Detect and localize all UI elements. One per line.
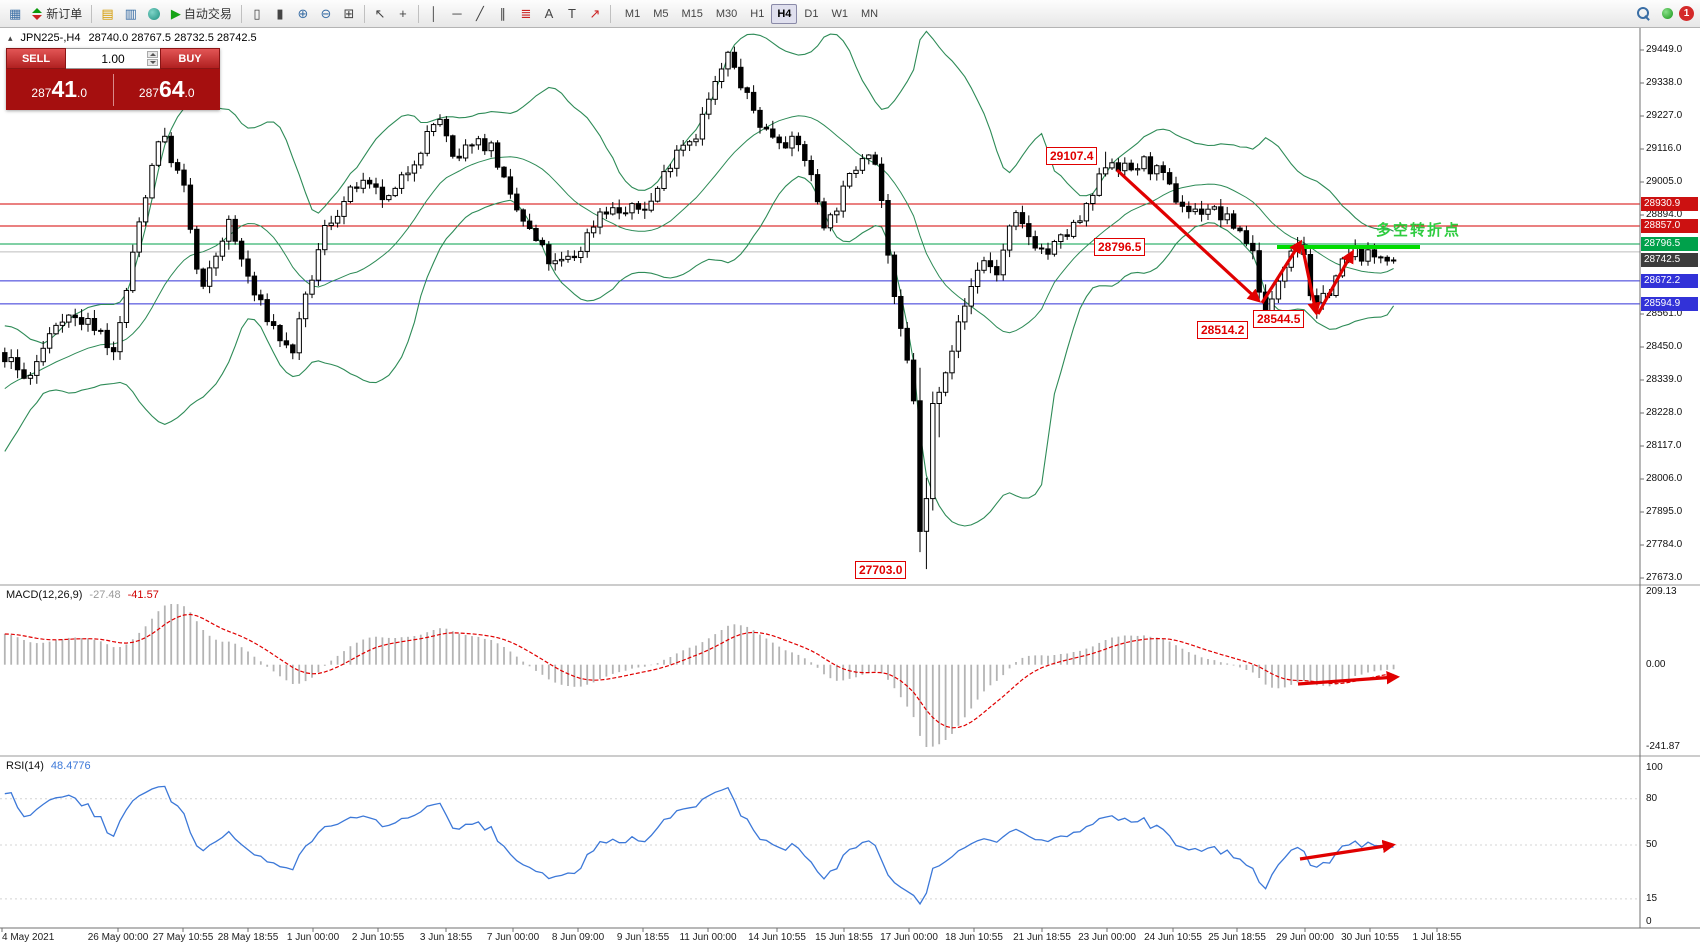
channel-tool-button[interactable]: ∥ [492, 3, 514, 25]
sell-price[interactable]: 28741.0 [31, 76, 88, 102]
buy-price[interactable]: 28764.0 [138, 76, 195, 102]
rsi-label: RSI(14) 48.4776 [6, 760, 91, 772]
bar-chart-icon: ▯ [253, 6, 261, 21]
market-watch-button[interactable]: ▥ [120, 3, 142, 25]
timeframe-w1-button[interactable]: W1 [831, 7, 848, 20]
toolbar-separator [240, 4, 242, 23]
zoom-out-button[interactable]: ⊖ [315, 3, 337, 25]
buy-button[interactable]: BUY [160, 48, 220, 69]
trade-panel-controls: SELL 1.00 BUY [6, 48, 220, 69]
new-order-button[interactable]: 新订单 [27, 3, 87, 25]
fibonacci-icon: ≣ [520, 6, 532, 21]
symbol-ohlc: 28740.0 28767.5 28732.5 28742.5 [88, 32, 257, 44]
new-order-icon [32, 7, 43, 20]
horizontal-line-icon: ─ [452, 6, 462, 21]
toolbar-separator [417, 4, 419, 23]
zoom-in-button[interactable]: ⊕ [292, 3, 314, 25]
symbol-header: ▴ JPN225-,H4 28740.0 28767.5 28732.5 287… [8, 32, 257, 44]
connection-status-icon [1662, 8, 1673, 19]
price-divider [112, 73, 114, 106]
timeframe-d1-button[interactable]: D1 [804, 7, 819, 20]
auto-trading-label: 自动交易 [183, 7, 232, 21]
vertical-line-icon: │ [429, 6, 438, 21]
profiles-icon: ▤ [101, 6, 114, 21]
label-tool-icon: T [567, 6, 576, 21]
search-icon [1637, 6, 1651, 21]
chart-symbol-icon: ▴ [8, 32, 13, 43]
macd-value: -27.48 [89, 589, 121, 601]
macd-label: MACD(12,26,9) -27.48 -41.57 [6, 589, 159, 601]
fibonacci-tool-button[interactable]: ≣ [515, 3, 537, 25]
timeframe-m15-button[interactable]: M15 [681, 7, 703, 20]
navigator-icon [147, 7, 160, 20]
volume-down-button[interactable] [147, 59, 158, 66]
market-watch-icon: ▥ [124, 6, 137, 21]
candlestick-mode-button[interactable]: ▮ [269, 3, 291, 25]
timeframe-h4-button[interactable]: H4 [771, 3, 798, 24]
channel-icon: ∥ [499, 6, 507, 21]
trendline-tool-button[interactable]: ╱ [469, 3, 491, 25]
candlestick-icon: ▮ [276, 6, 284, 21]
trendline-icon: ╱ [476, 6, 484, 21]
tile-windows-icon: ⊞ [343, 6, 355, 21]
notification-badge[interactable]: 1 [1679, 6, 1694, 21]
cursor-icon: ↖ [374, 6, 386, 21]
volume-steppers [147, 51, 158, 66]
volume-up-button[interactable] [147, 51, 158, 58]
toolbar-separator [363, 4, 365, 23]
auto-trading-button[interactable]: ▶ 自动交易 [166, 3, 237, 25]
toolbar-separator [609, 4, 611, 23]
timeframe-group: M1 M5 M15 M30 H1 H4 D1 W1 MN [619, 3, 884, 24]
timeframe-m5-button[interactable]: M5 [653, 7, 669, 20]
one-click-trade-panel: SELL 1.00 BUY 28741.0 28764.0 [6, 48, 220, 110]
toolbar-right-group: 1 [1632, 3, 1696, 25]
volume-input[interactable]: 1.00 [66, 48, 160, 69]
text-tool-icon: A [544, 6, 554, 21]
symbol-title: JPN225-,H4 [20, 32, 81, 44]
zoom-out-icon: ⊖ [320, 6, 332, 21]
new-chart-button[interactable]: ▦ [4, 3, 26, 25]
horizontal-line-tool-button[interactable]: ─ [446, 3, 468, 25]
arrows-tool-button[interactable]: ↗ [584, 3, 606, 25]
new-order-label: 新订单 [46, 7, 83, 21]
toolbar-separator [91, 4, 93, 23]
macd-name: MACD(12,26,9) [6, 589, 83, 601]
rsi-name: RSI(14) [6, 760, 44, 772]
crosshair-tool-button[interactable]: + [392, 3, 414, 25]
macd-signal-value: -41.57 [127, 589, 159, 601]
timeframe-mn-button[interactable]: MN [860, 7, 879, 20]
label-tool-button[interactable]: T [561, 3, 583, 25]
text-tool-button[interactable]: A [538, 3, 560, 25]
search-button[interactable] [1632, 3, 1656, 25]
rsi-value: 48.4776 [50, 760, 91, 772]
profiles-button[interactable]: ▤ [96, 3, 118, 25]
volume-value: 1.00 [101, 51, 125, 66]
play-icon: ▶ [170, 6, 181, 21]
timeframe-m1-button[interactable]: M1 [624, 7, 641, 20]
vertical-line-tool-button[interactable]: │ [423, 3, 445, 25]
crosshair-icon: + [399, 6, 407, 21]
navigator-button[interactable] [143, 3, 165, 25]
bar-chart-mode-button[interactable]: ▯ [246, 3, 268, 25]
trade-panel-prices: 28741.0 28764.0 [6, 69, 220, 110]
timeframe-m30-button[interactable]: M30 [715, 7, 738, 20]
cursor-tool-button[interactable]: ↖ [369, 3, 391, 25]
new-chart-icon: ▦ [9, 6, 22, 21]
timeframe-h1-button[interactable]: H1 [750, 7, 765, 20]
sell-button[interactable]: SELL [6, 48, 66, 69]
zoom-in-icon: ⊕ [297, 6, 309, 21]
tile-windows-button[interactable]: ⊞ [338, 3, 360, 25]
main-toolbar: ▦ 新订单 ▤ ▥ ▶ 自动交易 ▯ ▮ ⊕ ⊖ ⊞ ↖ + │ ─ ╱ ∥ ≣… [0, 0, 1700, 28]
arrows-tool-icon: ↗ [589, 6, 601, 21]
